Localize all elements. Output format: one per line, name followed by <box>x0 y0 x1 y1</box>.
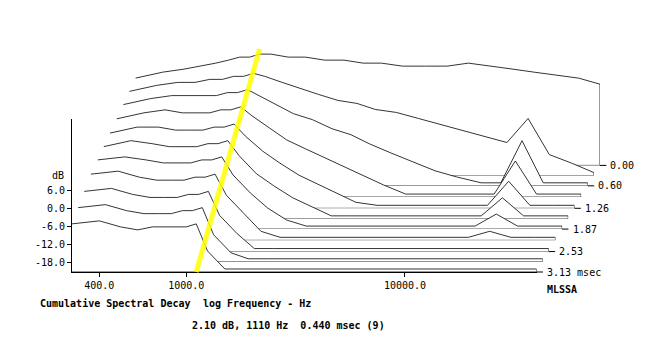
svg-text:log Frequency - Hz: log Frequency - Hz <box>203 298 311 309</box>
svg-text:-18.0: -18.0 <box>35 257 65 268</box>
svg-text:10000.0: 10000.0 <box>384 280 426 291</box>
svg-text:1.26: 1.26 <box>585 203 609 214</box>
svg-text:0.00: 0.00 <box>610 160 634 171</box>
svg-text:1000.0: 1000.0 <box>168 280 204 291</box>
svg-text:-12.0: -12.0 <box>35 239 65 250</box>
svg-text:6.0: 6.0 <box>47 185 65 196</box>
svg-text:2.10 dB, 1110 Hz 0.440 msec (: 2.10 dB, 1110 Hz 0.440 msec (9) <box>192 320 385 331</box>
svg-text:0.60: 0.60 <box>598 180 622 191</box>
svg-text:3.13 msec: 3.13 msec <box>547 267 601 278</box>
svg-text:0.0: 0.0 <box>47 203 65 214</box>
svg-text:2.53: 2.53 <box>559 246 583 257</box>
svg-text:dB: dB <box>52 170 64 181</box>
svg-text:Cumulative Spectral Decay: Cumulative Spectral Decay <box>40 298 191 309</box>
svg-text:400.0: 400.0 <box>84 280 114 291</box>
svg-text:1.87: 1.87 <box>573 224 597 235</box>
svg-text:MLSSA: MLSSA <box>547 284 577 295</box>
svg-text:-6.0: -6.0 <box>41 221 65 232</box>
